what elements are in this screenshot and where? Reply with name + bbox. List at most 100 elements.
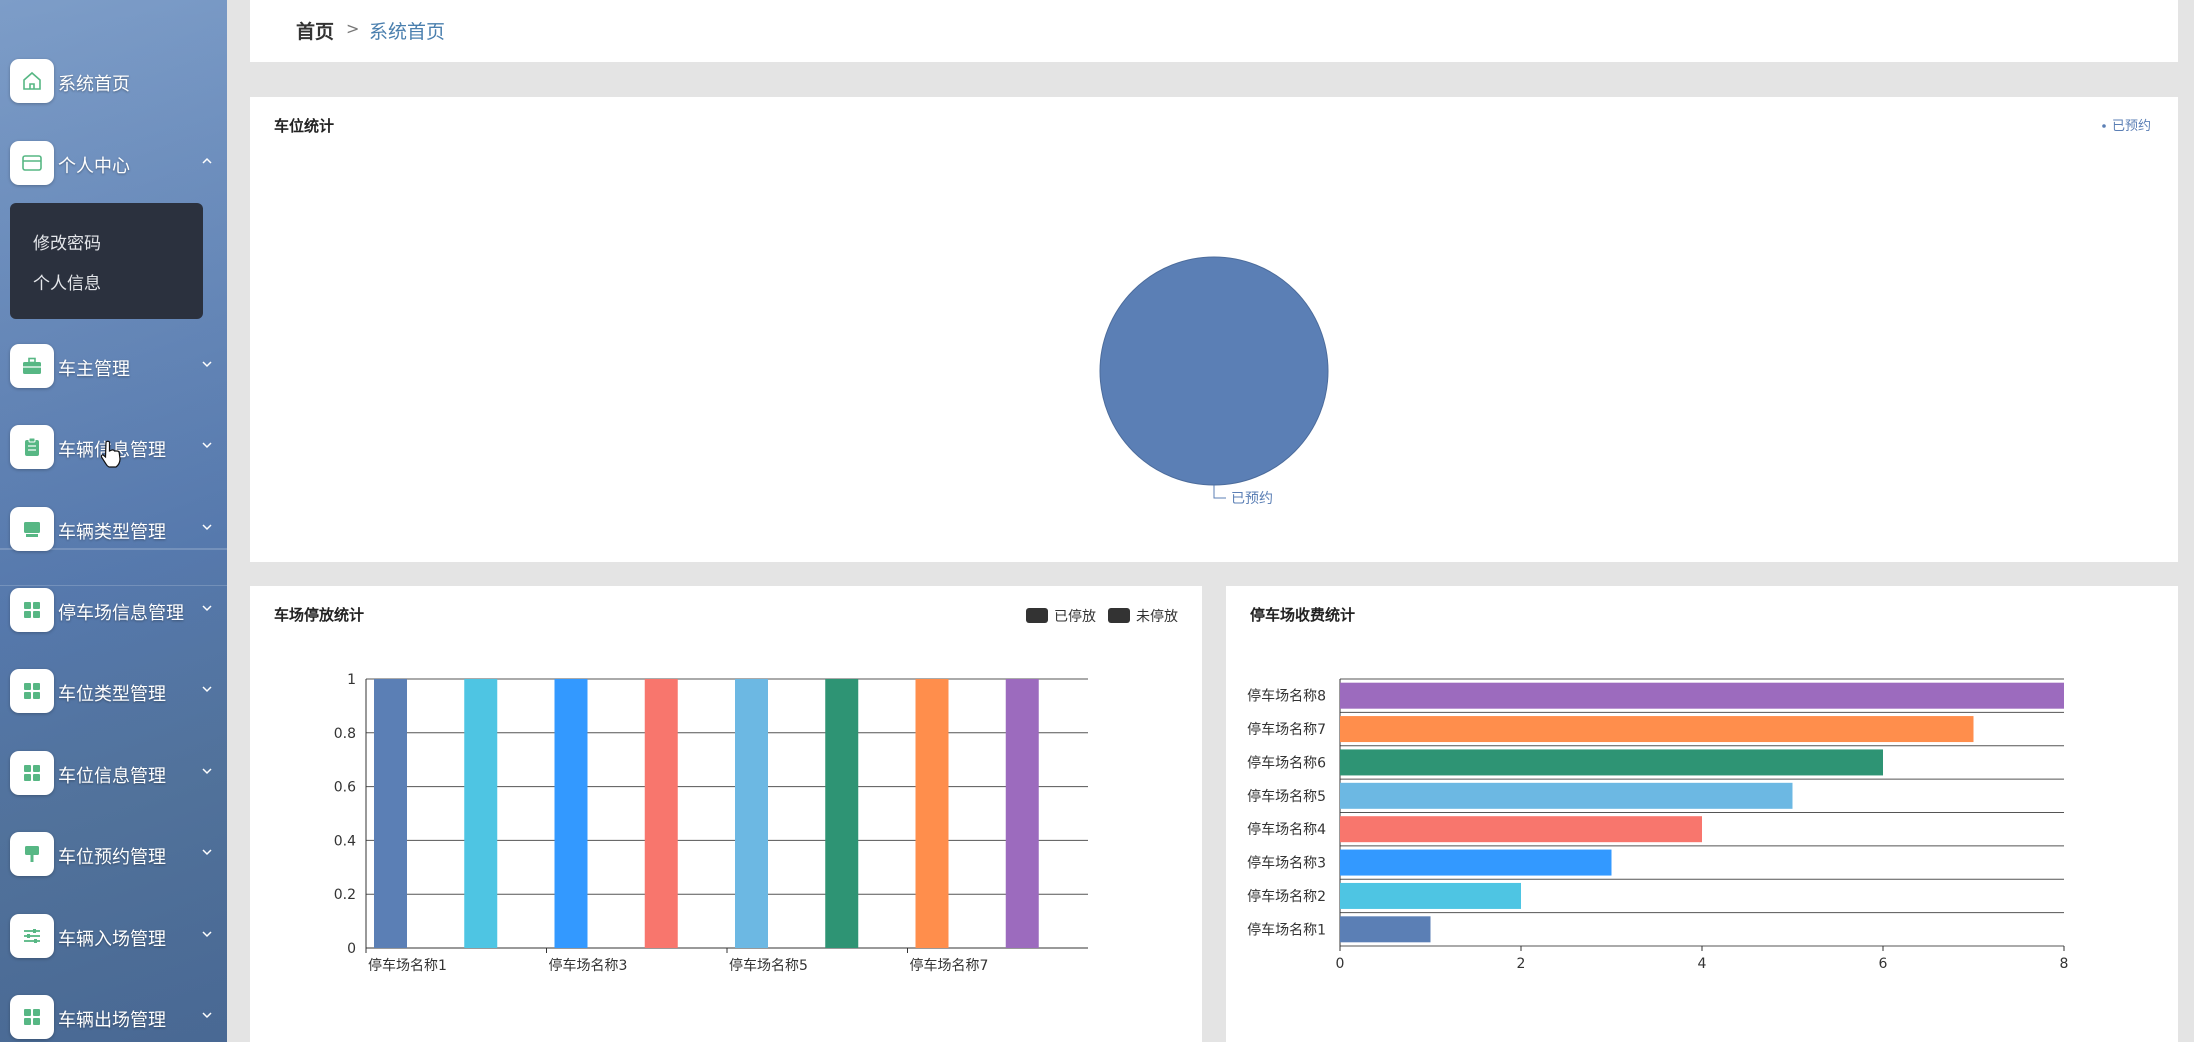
pie-slice [1099, 256, 1329, 486]
sidebar-item-label: 个人中心 [58, 156, 130, 177]
chevron-down-icon [202, 605, 212, 612]
breadcrumb-home[interactable]: 首页 [296, 21, 335, 43]
submenu-item-personal-info[interactable]: 个人信息 [33, 274, 101, 294]
sidebar-item-label: 车主管理 [58, 359, 130, 380]
sidebar-item-label: 车位类型管理 [58, 684, 166, 705]
sidebar-item-parking-lot-info-management[interactable]: 停车场信息管理 [0, 588, 227, 632]
chevron-down-icon [202, 442, 212, 449]
y-tick-label: 停车场名称6 [1247, 754, 1326, 771]
y-tick-label: 0.6 [334, 780, 356, 796]
bar [1340, 849, 1612, 876]
grid-icon [10, 751, 54, 795]
chevron-down-icon [202, 686, 212, 693]
breadcrumb: 首页 > 系统首页 [250, 0, 2178, 62]
submenu-item-change-password[interactable]: 修改密码 [33, 234, 101, 254]
flag-icon [10, 832, 54, 876]
clipboard-icon [10, 425, 54, 469]
bar [735, 679, 768, 948]
y-tick-label: 1 [347, 672, 356, 688]
bar [1340, 782, 1793, 809]
sidebar-item-label: 系统首页 [58, 74, 130, 95]
chevron-down-icon [202, 361, 212, 368]
pie-label-line [1213, 485, 1226, 499]
sidebar: 系统首页个人中心车主管理车辆信息管理车辆类型管理停车场信息管理车位类型管理车位信… [0, 0, 227, 1042]
hand-cursor-icon [100, 440, 121, 468]
x-tick-label: 4 [1698, 956, 1707, 972]
sliders-icon [10, 914, 54, 958]
bar-chart-title: 车场停放统计 [274, 606, 365, 624]
breadcrumb-current: 系统首页 [369, 21, 446, 43]
x-tick-label: 8 [2060, 956, 2069, 972]
bar [554, 679, 588, 948]
bar [644, 679, 678, 948]
sidebar-item-vehicle-entry-management[interactable]: 车辆入场管理 [0, 914, 227, 958]
sidebar-item-label: 车位预约管理 [58, 847, 166, 868]
y-tick-label: 0.4 [334, 833, 356, 849]
x-tick-label: 停车场名称3 [549, 957, 628, 974]
home-icon [10, 59, 54, 103]
parking-space-stats-panel: 车位统计 已预约 已预约 [250, 97, 2178, 562]
breadcrumb-separator: > [346, 19, 360, 38]
bar [1340, 749, 1883, 776]
sidebar-item-label: 车辆入场管理 [58, 929, 166, 950]
background-rail [0, 548, 227, 550]
occupancy-bar-chart: 0 0.2 0.4 0.6 0.8 1 停车场名称1 停车场名称3 停车场名称5 停车场名称7 已停… [334, 608, 1178, 974]
sidebar-item-space-type-management[interactable]: 车位类型管理 [0, 669, 227, 713]
chevron-down-icon [202, 849, 212, 856]
sidebar-item-owner-management[interactable]: 车主管理 [0, 344, 227, 388]
x-tick-label: 停车场名称1 [368, 957, 447, 974]
sidebar-item-space-reservation-management[interactable]: 车位预约管理 [0, 832, 227, 876]
pie-slice-label: 已预约 [1231, 491, 1273, 507]
x-tick-label: 停车场名称7 [910, 957, 989, 974]
legend-swatch [1026, 608, 1048, 623]
chevron-down-icon [202, 524, 212, 531]
y-tick-label: 0.8 [334, 726, 356, 742]
y-tick-label: 停车场名称7 [1247, 721, 1326, 738]
bar [825, 679, 859, 948]
x-tick-label: 0 [1336, 956, 1345, 972]
bar [1005, 679, 1039, 948]
chevron-down-icon [202, 931, 212, 938]
card-icon [10, 141, 54, 185]
sidebar-item-label: 车辆出场管理 [58, 1010, 166, 1031]
x-tick-label: 2 [1517, 956, 1526, 972]
legend-label: 已预约 [2112, 119, 2151, 134]
sidebar-item-vehicle-type-management[interactable]: 车辆类型管理 [0, 507, 227, 551]
grid-icon [10, 995, 54, 1039]
y-tick-label: 停车场名称8 [1247, 688, 1326, 705]
legend-label: 已停放 [1054, 608, 1096, 625]
hbar-chart-title: 停车场收费统计 [1250, 606, 1356, 624]
bar [374, 679, 407, 948]
bar [1340, 882, 1521, 909]
sidebar-item-space-info-management[interactable]: 车位信息管理 [0, 751, 227, 795]
grid-icon [10, 669, 54, 713]
pie-chart-title: 车位统计 [274, 117, 335, 135]
bar [1340, 716, 1974, 743]
sidebar-item-label: 车位信息管理 [58, 766, 166, 787]
legend-swatch [1108, 608, 1130, 623]
bar [1340, 682, 2064, 709]
y-tick-label: 0.2 [334, 887, 356, 903]
parking-fee-panel: 停车场收费统计 停车场名称1 停车场名称2 停车场名称3 停车场名称4 停车场名称5 停车… [1226, 586, 2178, 1042]
grid-icon [10, 588, 54, 632]
x-tick-label: 停车场名称5 [729, 957, 808, 974]
y-tick-label: 停车场名称1 [1247, 921, 1326, 938]
sidebar-item-label: 车辆类型管理 [58, 522, 166, 543]
parking-occupancy-panel: 车场停放统计 0 0.2 0.4 0.6 0.8 1 停车场名称1 停车场名称3 停车场名称5 停… [250, 586, 1202, 1042]
chevron-down-icon [202, 768, 212, 775]
y-tick-label: 停车场名称2 [1247, 888, 1326, 905]
monitor-icon [10, 507, 54, 551]
sidebar-item-label: 停车场信息管理 [58, 603, 184, 624]
bar [464, 679, 498, 948]
fee-bar-chart: 停车场名称1 停车场名称2 停车场名称3 停车场名称4 停车场名称5 停车场名称6 停车场名… [1247, 678, 2069, 972]
chevron-down-icon [202, 1012, 212, 1019]
bar [1340, 816, 1702, 843]
sidebar-item-vehicle-exit-management[interactable]: 车辆出场管理 [0, 995, 227, 1039]
y-tick-label: 停车场名称4 [1247, 821, 1326, 838]
x-tick-label: 6 [1879, 956, 1888, 972]
sidebar-item-home[interactable]: 系统首页 [0, 59, 227, 103]
legend-marker [2102, 124, 2106, 128]
y-tick-label: 停车场名称5 [1247, 788, 1326, 805]
sidebar-item-personal-center[interactable]: 个人中心 [0, 141, 227, 185]
